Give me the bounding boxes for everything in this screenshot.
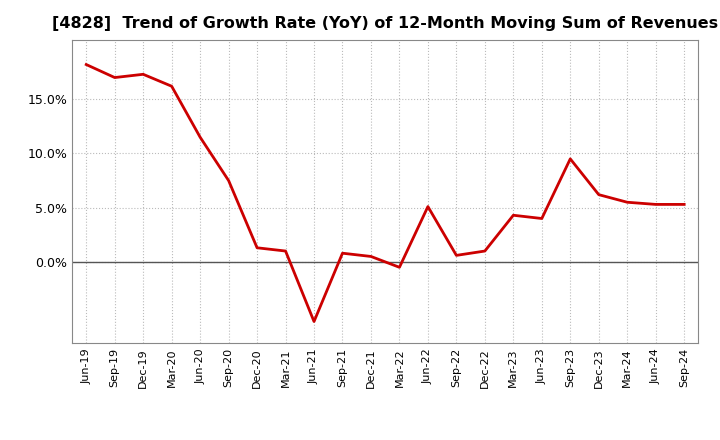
Title: [4828]  Trend of Growth Rate (YoY) of 12-Month Moving Sum of Revenues: [4828] Trend of Growth Rate (YoY) of 12-… <box>52 16 719 32</box>
